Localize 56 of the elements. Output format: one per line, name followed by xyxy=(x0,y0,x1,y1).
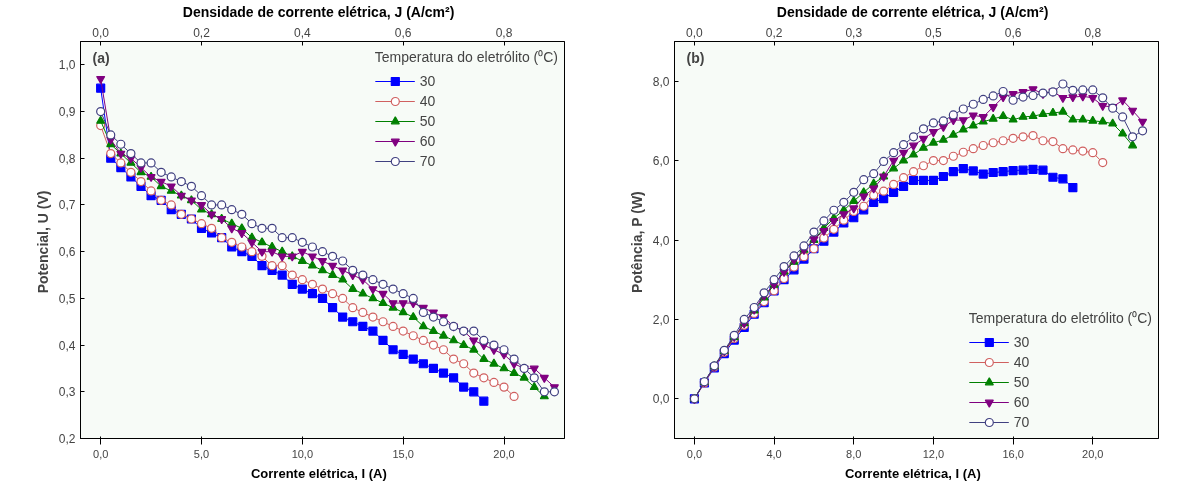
x2-tick-label: 0,0 xyxy=(686,25,704,40)
x2-tick-label: 0,4 xyxy=(293,25,311,40)
x-axis-title: Corrente elétrica, I (A) xyxy=(844,465,981,481)
legend-label: 30 xyxy=(1013,334,1031,350)
x2-axis-title: Densidade de corrente elétrica, J (A/cm²) xyxy=(182,3,455,20)
legend-label: 60 xyxy=(419,133,437,149)
y-tick-label: 0,9 xyxy=(58,105,76,120)
y-tick-label: 0,4 xyxy=(58,338,76,353)
x-tick-label: 0,0 xyxy=(686,447,703,460)
y-tick-label: 0,2 xyxy=(58,432,76,446)
x-tick-label: 16,0 xyxy=(1002,447,1024,460)
x-tick-label: 15,0 xyxy=(392,447,414,460)
legend-label: 50 xyxy=(419,113,437,129)
y-tick-label: 1,0 xyxy=(58,58,76,73)
x-tick-label: 5,0 xyxy=(193,447,210,460)
x-tick-label: 8,0 xyxy=(846,447,862,460)
x-tick-label: 20,0 xyxy=(493,447,515,460)
x2-tick-label: 0,8 xyxy=(495,25,513,40)
annotation: (b) xyxy=(686,49,705,66)
legend-title: Temperatura do eletrólito (⁰C) xyxy=(968,309,1152,327)
x2-axis-title: Densidade de corrente elétrica, J (A/cm²) xyxy=(776,3,1049,20)
y-axis-title: Potencial, U (V) xyxy=(34,190,51,294)
x2-tick-label: 0,6 xyxy=(1004,25,1022,40)
x-tick-label: 10,0 xyxy=(291,447,314,460)
y-axis-title: Potência, P (W) xyxy=(628,191,645,293)
legend-title: Temperatura do eletrólito (⁰C) xyxy=(374,48,558,66)
legend-label: 50 xyxy=(1013,374,1031,390)
y-tick-label: 0,6 xyxy=(58,245,76,260)
x2-tick-label: 0,0 xyxy=(92,25,110,40)
legend-label: 40 xyxy=(419,93,437,109)
y-tick-label: 6,0 xyxy=(652,154,670,169)
x2-tick-label: 0,5 xyxy=(925,25,943,40)
y-tick-label: 0,7 xyxy=(58,198,76,213)
x2-tick-label: 0,6 xyxy=(394,25,412,40)
legend-label: 40 xyxy=(1013,354,1031,370)
legend-label: 70 xyxy=(1013,414,1031,430)
x-tick-label: 0,0 xyxy=(93,447,109,460)
annotation: (a) xyxy=(92,49,110,66)
x-tick-label: 4,0 xyxy=(766,447,782,460)
legend-label: 30 xyxy=(419,73,437,89)
y-tick-label: 0,5 xyxy=(58,291,76,306)
x2-tick-label: 0,2 xyxy=(765,25,783,40)
x-axis-title: Corrente elétrica, I (A) xyxy=(250,465,387,481)
y-tick-label: 8,0 xyxy=(652,74,670,89)
y-tick-label: 0,3 xyxy=(58,385,76,400)
x2-tick-label: 0,2 xyxy=(193,25,211,40)
x-tick-label: 12,0 xyxy=(922,447,945,460)
y-tick-label: 4,0 xyxy=(652,233,670,248)
x2-tick-label: 0,3 xyxy=(845,25,863,40)
y-tick-label: 0,0 xyxy=(652,392,670,407)
legend-label: 70 xyxy=(419,153,437,169)
legend-label: 60 xyxy=(1013,394,1031,410)
x2-tick-label: 0,8 xyxy=(1084,25,1102,40)
x-tick-label: 20,0 xyxy=(1082,447,1104,460)
y-tick-label: 2,0 xyxy=(652,312,670,327)
y-tick-label: 0,8 xyxy=(58,151,76,166)
